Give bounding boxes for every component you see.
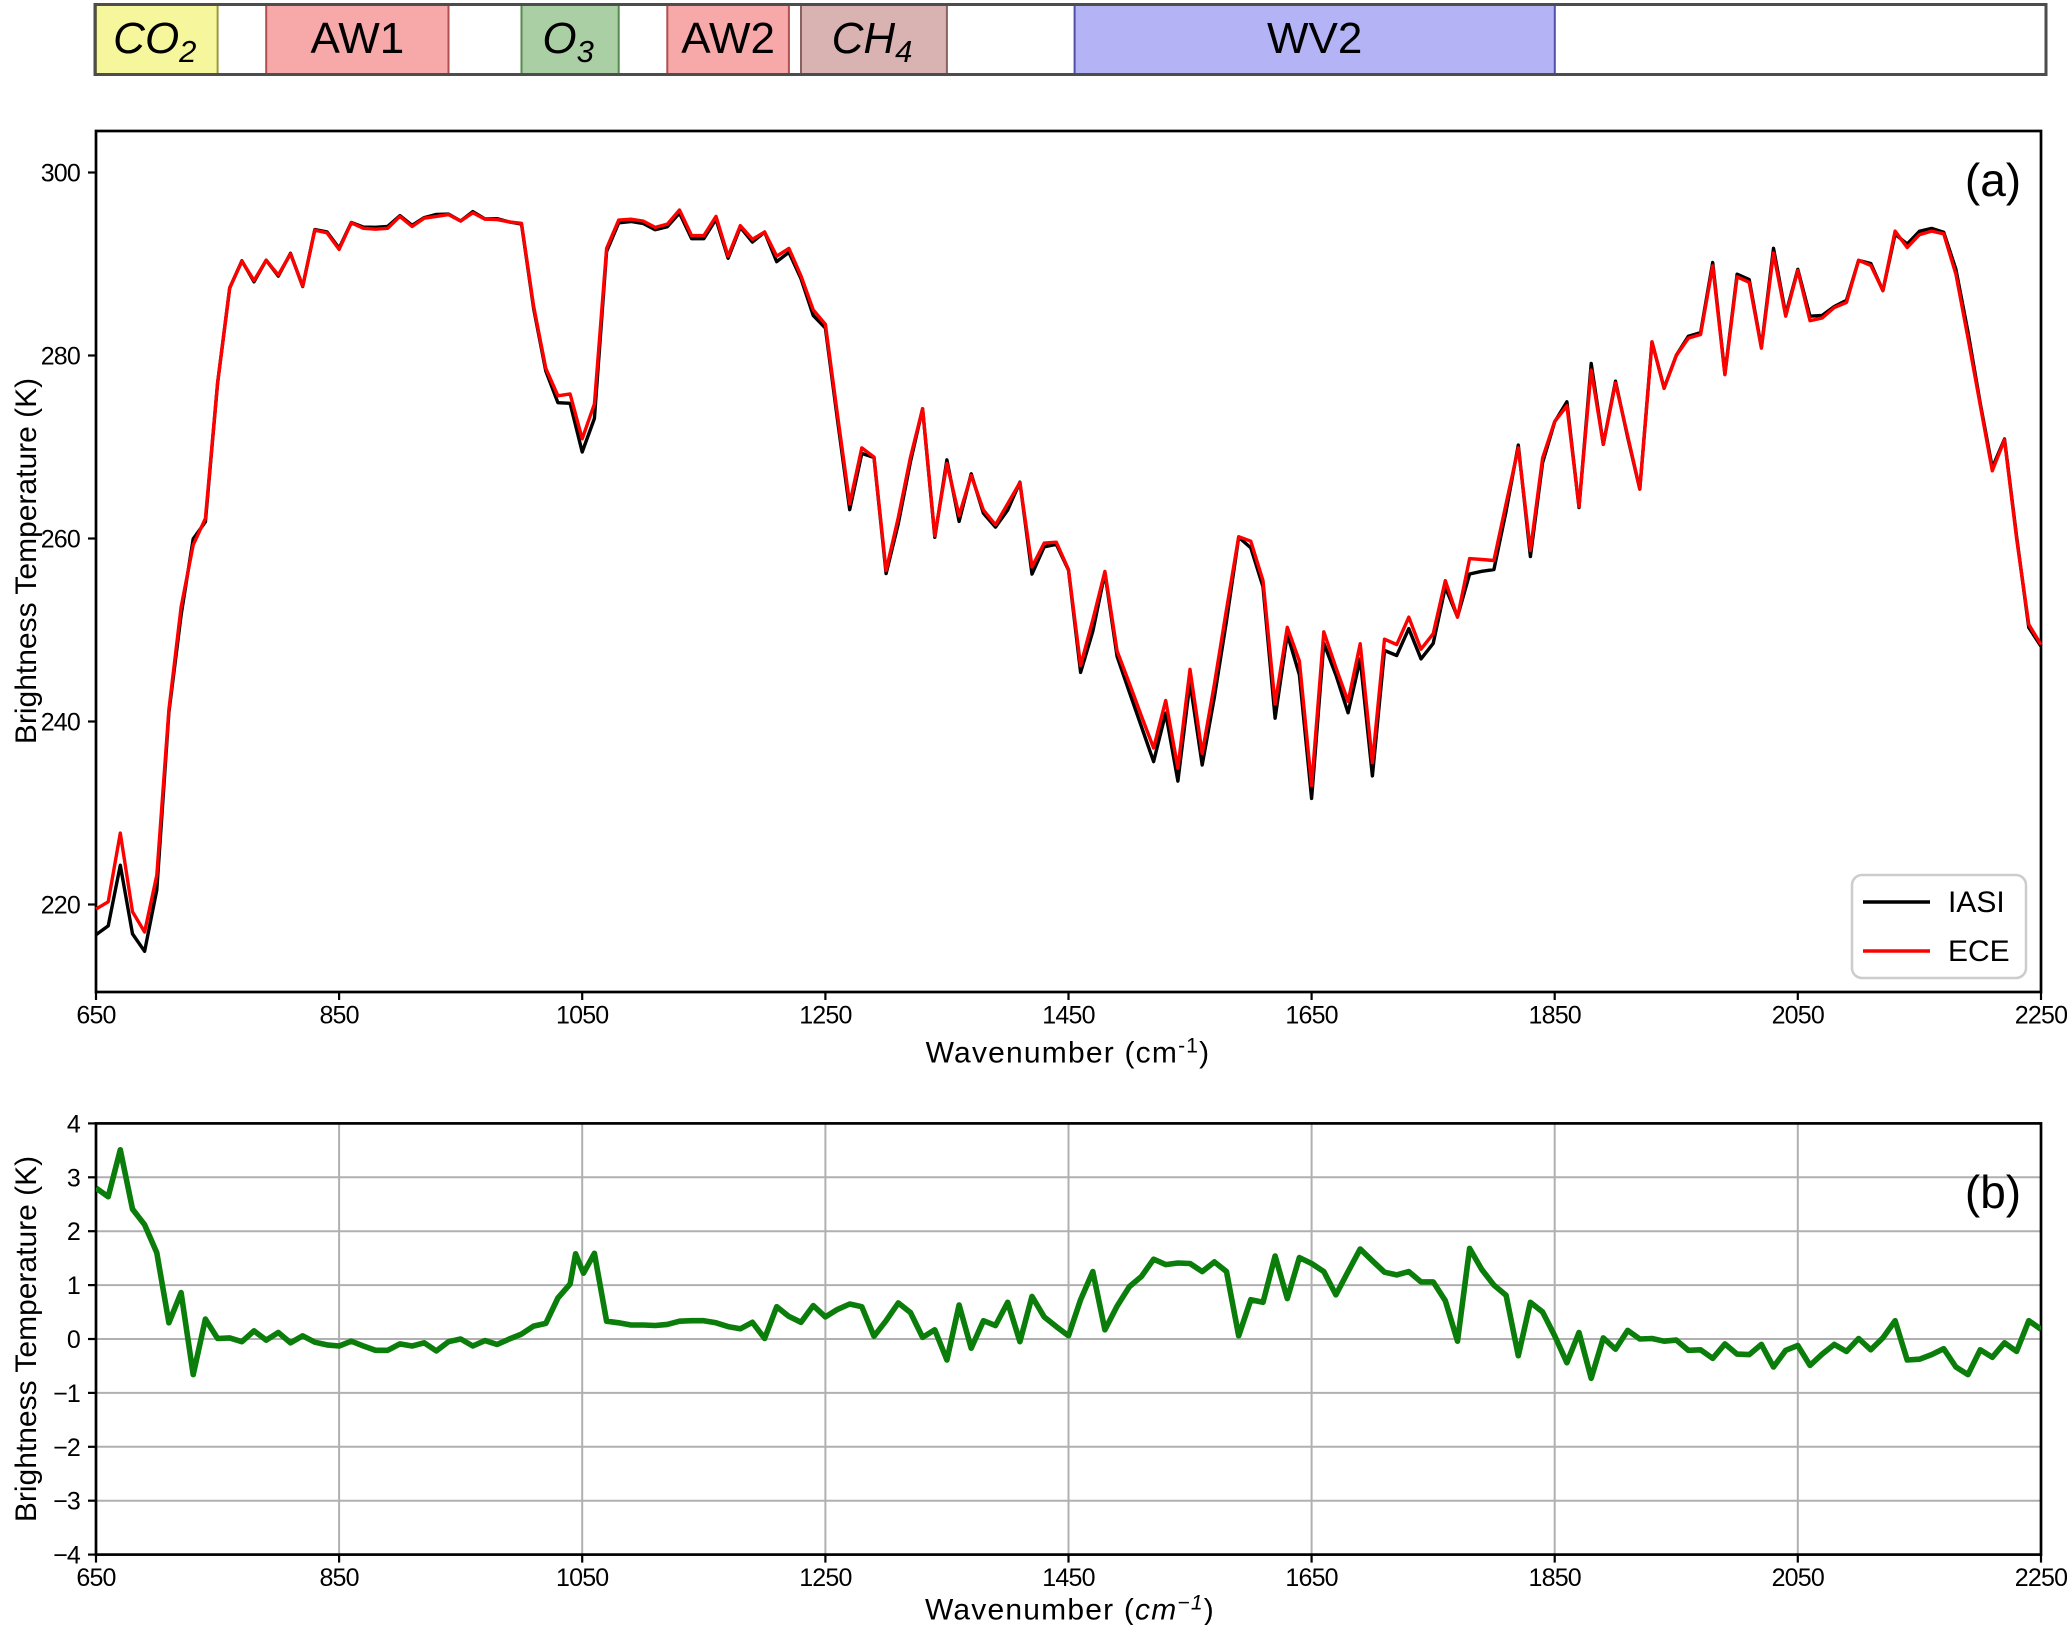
svg-text:(a): (a) <box>1965 154 2021 206</box>
svg-text:−4: −4 <box>53 1542 81 1570</box>
svg-text:1850: 1850 <box>1528 1564 1580 1592</box>
svg-text:2250: 2250 <box>2015 1002 2067 1030</box>
svg-text:650: 650 <box>76 1002 115 1030</box>
svg-text:AW2: AW2 <box>681 14 775 63</box>
svg-text:Brightness Temperature (K): Brightness Temperature (K) <box>10 1156 43 1522</box>
svg-text:260: 260 <box>41 526 80 554</box>
svg-text:1650: 1650 <box>1285 1564 1337 1592</box>
svg-text:1250: 1250 <box>799 1564 851 1592</box>
svg-text:2050: 2050 <box>1772 1564 1824 1592</box>
svg-text:4: 4 <box>67 1110 81 1138</box>
svg-text:WV2: WV2 <box>1267 14 1362 63</box>
svg-text:220: 220 <box>41 892 80 920</box>
svg-text:ECE: ECE <box>1948 935 2010 968</box>
svg-text:1250: 1250 <box>799 1002 851 1030</box>
svg-text:IASI: IASI <box>1948 886 2005 919</box>
svg-text:AW1: AW1 <box>311 14 405 63</box>
svg-text:−3: −3 <box>53 1488 80 1516</box>
svg-text:0: 0 <box>67 1326 80 1354</box>
svg-text:−2: −2 <box>53 1434 80 1462</box>
svg-text:1050: 1050 <box>556 1564 608 1592</box>
svg-text:−1: −1 <box>53 1380 80 1408</box>
svg-text:2050: 2050 <box>1772 1002 1824 1030</box>
svg-text:Brightness Temperature (K): Brightness Temperature (K) <box>10 378 43 744</box>
svg-text:240: 240 <box>41 709 80 737</box>
svg-text:1: 1 <box>67 1272 80 1300</box>
svg-text:2: 2 <box>67 1218 80 1246</box>
svg-text:850: 850 <box>319 1002 358 1030</box>
svg-text:2250: 2250 <box>2015 1564 2067 1592</box>
svg-text:1050: 1050 <box>556 1002 608 1030</box>
svg-text:3: 3 <box>67 1164 80 1192</box>
svg-text:1450: 1450 <box>1042 1564 1094 1592</box>
svg-text:(b): (b) <box>1965 1166 2021 1218</box>
svg-text:280: 280 <box>41 343 80 371</box>
svg-text:1450: 1450 <box>1042 1002 1094 1030</box>
svg-text:1650: 1650 <box>1285 1002 1337 1030</box>
svg-text:850: 850 <box>319 1564 358 1592</box>
svg-text:Wavenumber (cm-1): Wavenumber (cm-1) <box>926 1035 1211 1070</box>
svg-text:650: 650 <box>76 1564 115 1592</box>
svg-text:300: 300 <box>41 160 80 188</box>
svg-text:Wavenumber (cm−1): Wavenumber (cm−1) <box>925 1592 1215 1626</box>
svg-text:1850: 1850 <box>1528 1002 1580 1030</box>
